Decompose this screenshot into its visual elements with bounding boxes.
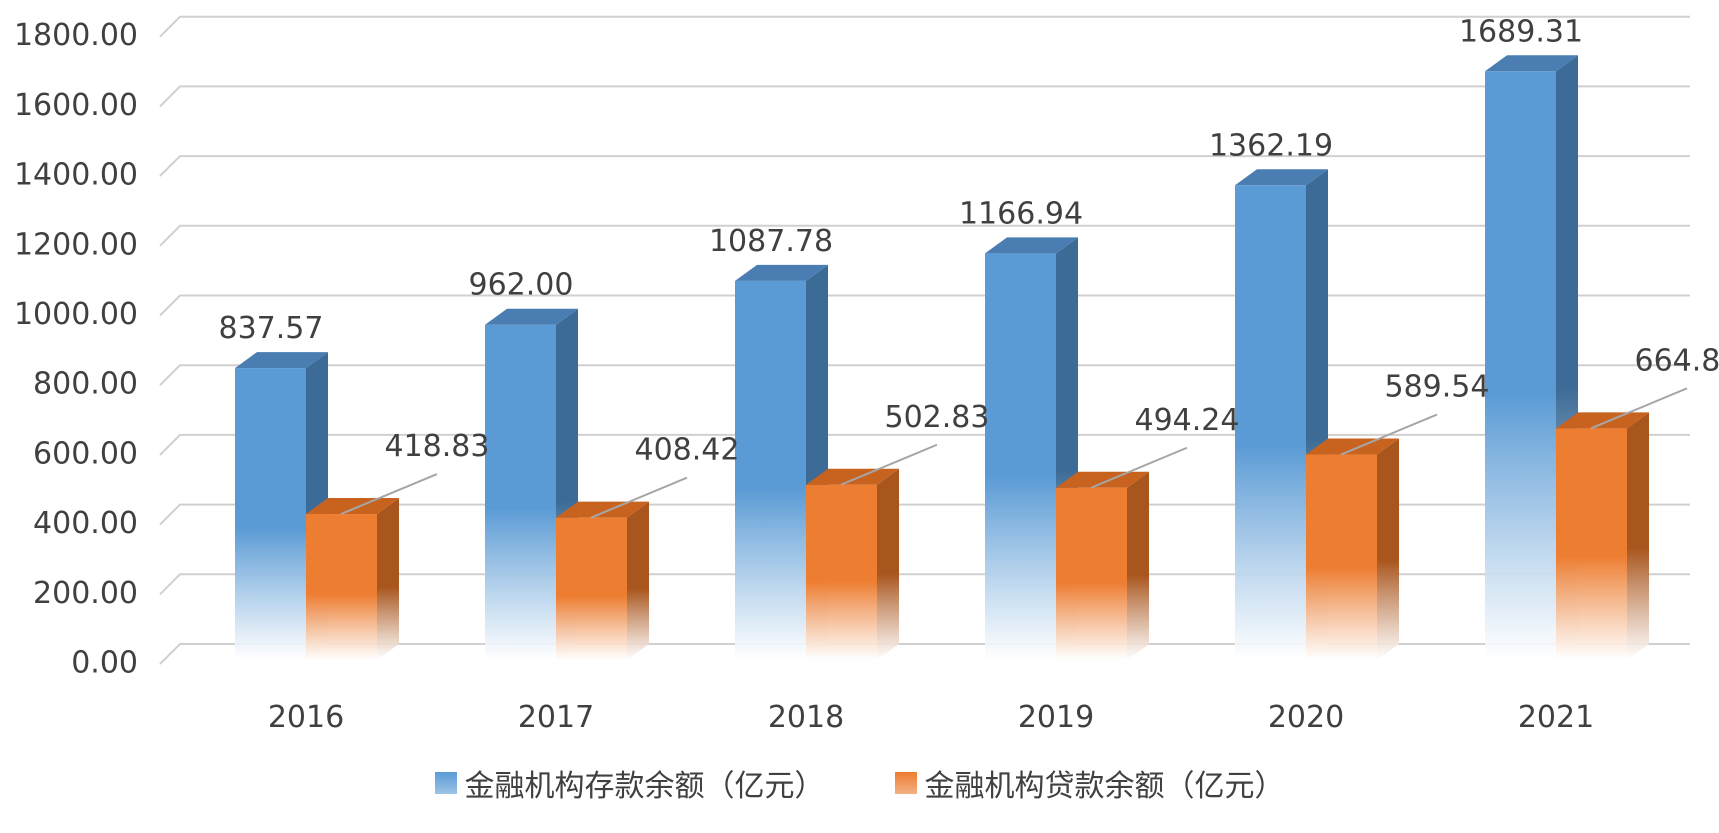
data-label-loans: 418.83: [385, 429, 490, 464]
y-tick-label: 400.00: [33, 506, 138, 541]
y-tick-label: 1000.00: [14, 297, 138, 332]
y-tick-label: 1800.00: [14, 18, 138, 53]
legend-label-deposits: 金融机构存款余额（亿元）: [464, 769, 825, 804]
data-label-loans: 408.42: [635, 433, 740, 468]
data-label-leader: [1340, 413, 1438, 456]
data-label-deposits: 962.00: [469, 268, 574, 303]
gridline: [159, 503, 1690, 526]
data-label-leader: [840, 443, 938, 486]
bar-loans: [306, 498, 399, 660]
gridline: [159, 155, 1690, 177]
y-tick-label: 1400.00: [14, 158, 138, 193]
data-label-deposits: 1362.19: [1209, 128, 1333, 163]
y-tick-label: 1600.00: [14, 88, 138, 123]
data-label-deposits: 1087.78: [709, 224, 833, 259]
gridline: [159, 85, 1690, 108]
y-tick-label: 0.00: [71, 646, 138, 681]
y-axis-ticks: 0.00 200.00 400.00 600.00 800.00 1000.00 1200.…: [14, 18, 138, 680]
gridline: [159, 294, 1690, 317]
data-label-deposits: 837.57: [219, 311, 324, 346]
bar-loans: [806, 468, 899, 660]
bars: [235, 55, 1649, 661]
legend-item-loans: 金融机构贷款余额（亿元）: [894, 761, 1285, 805]
data-label-loans: 502.83: [885, 400, 990, 435]
bar-deposits: [1485, 55, 1578, 661]
legend-swatch-deposits: [434, 772, 457, 794]
gridline: [159, 433, 1690, 456]
y-tick-label: 1200.00: [14, 227, 138, 262]
data-label-loans: 664.80: [1635, 343, 1719, 378]
legend-item-deposits: 金融机构存款余额（亿元）: [434, 761, 825, 805]
x-tick-label: 2018: [768, 700, 844, 735]
x-tick-label: 2020: [1268, 700, 1344, 735]
bar-loans: [556, 501, 649, 660]
data-label-leader: [340, 473, 438, 515]
data-label-leader: [590, 476, 688, 519]
x-tick-label: 2017: [518, 700, 594, 735]
bar-loans: [1056, 471, 1149, 660]
x-tick-label: 2019: [1018, 700, 1094, 735]
bar-loans: [1556, 412, 1649, 660]
data-label-deposits: 1166.94: [959, 196, 1083, 231]
bar-loans: [1306, 438, 1399, 660]
gridline: [159, 224, 1690, 247]
data-label-deposits: 1689.31: [1459, 14, 1583, 49]
data-label-loans: 589.54: [1385, 370, 1490, 405]
y-tick-label: 800.00: [33, 367, 138, 402]
bar-deposits: [735, 264, 828, 660]
legend: 金融机构存款余额（亿元） 金融机构贷款余额（亿元）: [0, 758, 1719, 808]
data-label-leader: [1090, 446, 1188, 489]
legend-swatch-loans: [894, 772, 917, 794]
x-tick-label: 2016: [268, 700, 344, 735]
x-tick-label: 2021: [1518, 700, 1594, 735]
data-label-loans: 494.24: [1135, 403, 1240, 438]
x-axis-ticks: 2016 2017 2018 2019 2020 2021: [268, 700, 1594, 735]
gridline: [159, 15, 1690, 38]
legend-label-loans: 金融机构贷款余额（亿元）: [924, 769, 1285, 804]
data-labels: 837.57 418.83 962.00 408.42 1087.78 502.83 116…: [219, 14, 1719, 519]
gridline: [159, 364, 1690, 386]
y-tick-label: 600.00: [33, 436, 138, 471]
gridline: [159, 573, 1690, 596]
y-tick-label: 200.00: [33, 576, 138, 611]
gridline: [159, 643, 1690, 665]
gridlines: [159, 15, 1690, 665]
data-label-leader: [1590, 387, 1688, 430]
